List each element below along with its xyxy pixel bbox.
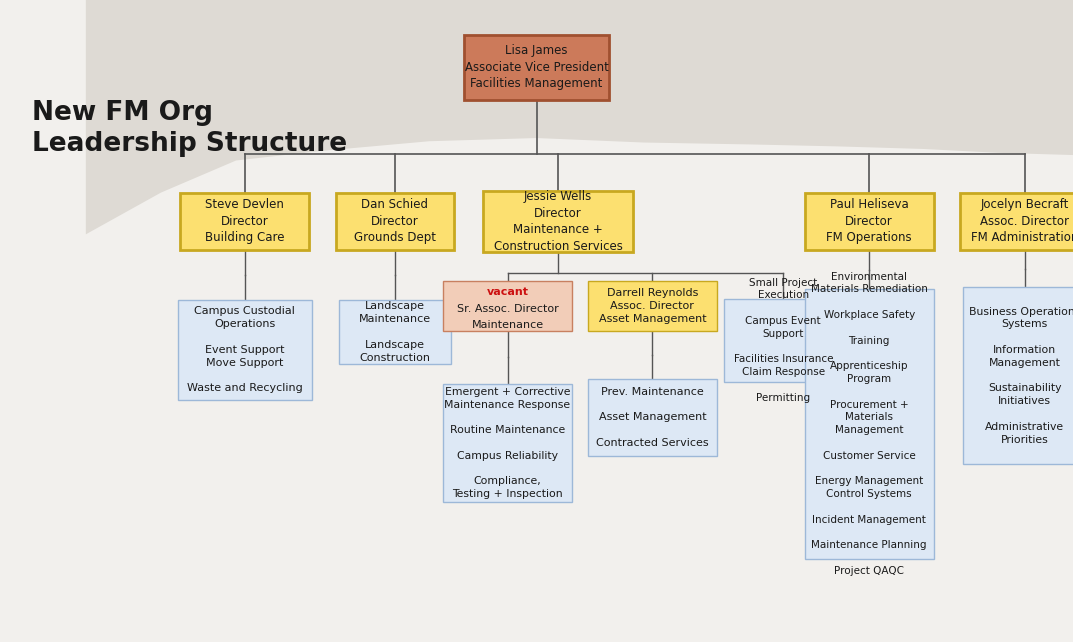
- Text: Environmental
Materials Remediation

Workplace Safety

Training

Apprenticeship
: Environmental Materials Remediation Work…: [811, 272, 927, 576]
- FancyBboxPatch shape: [464, 35, 609, 100]
- Text: Maintenance: Maintenance: [471, 320, 544, 331]
- Text: Emergent + Corrective
Maintenance Response

Routine Maintenance

Campus Reliabil: Emergent + Corrective Maintenance Respon…: [444, 386, 571, 499]
- Text: Jocelyn Becraft
Assoc. Director
FM Administration: Jocelyn Becraft Assoc. Director FM Admin…: [971, 198, 1073, 245]
- Text: Campus Custodial
Operations

Event Support
Move Support

Waste and Recycling: Campus Custodial Operations Event Suppor…: [187, 306, 303, 394]
- Text: Steve Devlen
Director
Building Care: Steve Devlen Director Building Care: [205, 198, 284, 245]
- Text: Jessie Wells
Director
Maintenance +
Construction Services: Jessie Wells Director Maintenance + Cons…: [494, 190, 622, 253]
- FancyBboxPatch shape: [805, 289, 934, 559]
- Text: Sr. Assoc. Director: Sr. Assoc. Director: [457, 304, 558, 314]
- Text: Prev. Maintenance

Asset Management

Contracted Services: Prev. Maintenance Asset Management Contr…: [597, 386, 708, 448]
- Text: Dan Schied
Director
Grounds Dept: Dan Schied Director Grounds Dept: [354, 198, 436, 245]
- Text: Business Operations
Systems

Information
Management

Sustainability
Initiatives
: Business Operations Systems Information …: [969, 307, 1073, 444]
- FancyBboxPatch shape: [483, 191, 633, 252]
- FancyBboxPatch shape: [588, 281, 717, 331]
- FancyBboxPatch shape: [805, 193, 934, 250]
- Text: Small Project
Execution

Campus Event
Support

Facilities Insurance
Claim Respon: Small Project Execution Campus Event Sup…: [734, 277, 833, 403]
- FancyBboxPatch shape: [588, 379, 717, 456]
- FancyBboxPatch shape: [339, 300, 451, 364]
- Polygon shape: [86, 0, 1073, 234]
- FancyBboxPatch shape: [443, 384, 572, 502]
- FancyBboxPatch shape: [962, 288, 1073, 464]
- FancyBboxPatch shape: [960, 193, 1073, 250]
- FancyBboxPatch shape: [724, 299, 842, 382]
- FancyBboxPatch shape: [443, 281, 572, 331]
- Text: vacant: vacant: [486, 287, 529, 297]
- FancyBboxPatch shape: [180, 193, 309, 250]
- FancyBboxPatch shape: [336, 193, 454, 250]
- Text: Landscape
Maintenance

Landscape
Construction: Landscape Maintenance Landscape Construc…: [358, 301, 431, 363]
- Text: Lisa James
Associate Vice President
Facilities Management: Lisa James Associate Vice President Faci…: [465, 44, 608, 91]
- Text: Paul Heliseva
Director
FM Operations: Paul Heliseva Director FM Operations: [826, 198, 912, 245]
- Text: Darrell Reynolds
Assoc. Director
Asset Management: Darrell Reynolds Assoc. Director Asset M…: [599, 288, 706, 324]
- Text: New FM Org
Leadership Structure: New FM Org Leadership Structure: [32, 100, 348, 157]
- FancyBboxPatch shape: [178, 300, 311, 399]
